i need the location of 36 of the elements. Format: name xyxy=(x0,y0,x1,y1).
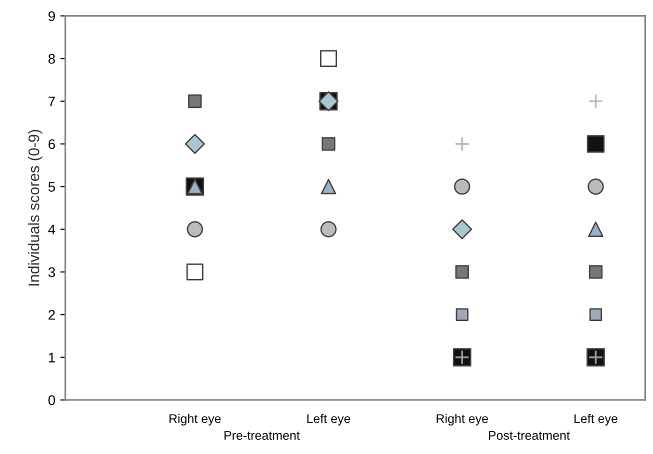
point xyxy=(186,221,204,238)
point xyxy=(588,222,604,237)
point xyxy=(320,178,336,194)
point xyxy=(588,265,603,279)
y-tick-label: 4 xyxy=(48,224,56,234)
point xyxy=(588,94,604,109)
point xyxy=(320,221,337,238)
y-tick-label: 2 xyxy=(48,310,55,320)
x-tick-label: Left eye xyxy=(307,414,350,426)
y-tick-label: 8 xyxy=(48,54,55,64)
y-tick-label: 3 xyxy=(48,267,55,278)
y-tick-label: 5 xyxy=(48,182,55,192)
point xyxy=(452,219,472,240)
point xyxy=(186,263,204,280)
x-tick-label: Right eye xyxy=(436,414,488,426)
point xyxy=(184,134,205,154)
y-tick-label: 6 xyxy=(48,139,55,150)
point xyxy=(454,178,470,195)
x-tick-label: Left eye xyxy=(574,414,618,426)
text: Post-treatment xyxy=(488,431,570,440)
point xyxy=(456,308,468,321)
text: Pre-treatment xyxy=(224,431,300,440)
point xyxy=(454,136,470,152)
y-tick-label: 1 xyxy=(48,352,55,362)
y-axis-title: Individuals scores (0-9) xyxy=(28,130,42,286)
point xyxy=(455,265,469,279)
point xyxy=(588,178,604,195)
point xyxy=(322,137,336,151)
point xyxy=(188,94,202,108)
point xyxy=(586,135,605,153)
point xyxy=(589,308,602,321)
point xyxy=(320,50,337,68)
x-tick-label: Right eye xyxy=(170,414,221,426)
y-tick-label: 7 xyxy=(48,96,55,106)
y-tick-label: 0 xyxy=(48,395,56,406)
y-tick-label: 9 xyxy=(48,11,55,22)
